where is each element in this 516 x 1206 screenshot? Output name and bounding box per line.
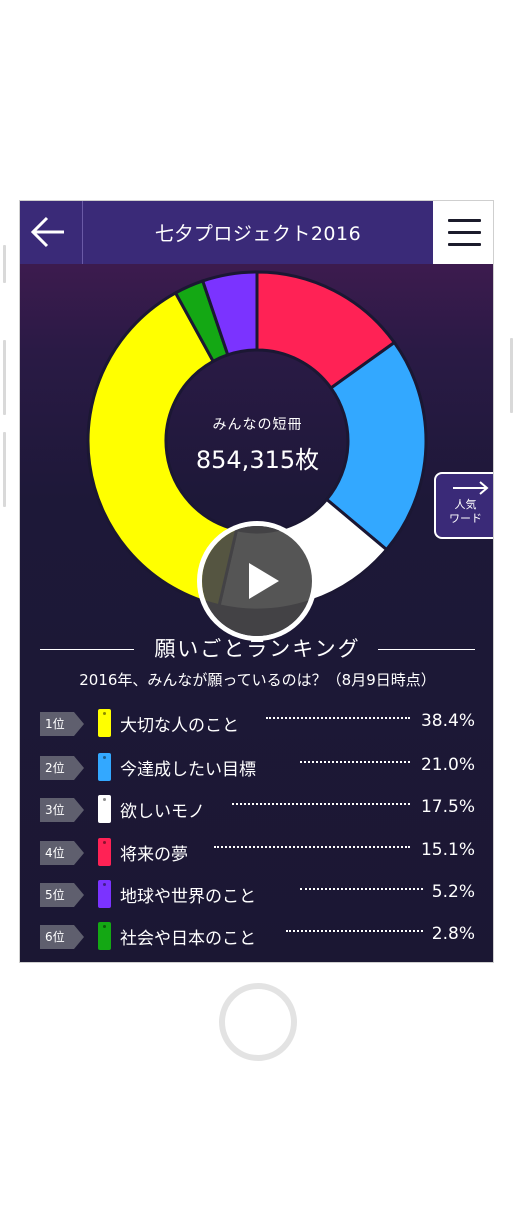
tanzaku-color-swatch xyxy=(98,709,111,737)
ranking-heading: 願いごとランキング xyxy=(20,633,493,665)
dotted-leader xyxy=(300,761,410,763)
rank-badge: 1位 xyxy=(40,712,84,736)
heading-divider-right xyxy=(378,649,475,650)
app-screen: 七夕プロジェクト2016 みんなの短冊 854,315枚 人気 ワード 願いごと… xyxy=(19,200,494,963)
rank-percentage: 15.1% xyxy=(420,840,475,860)
rank-percentage: 5.2% xyxy=(431,882,475,902)
rank-badge-shape xyxy=(40,712,84,736)
rank-percentage: 17.5% xyxy=(420,797,475,817)
ranking-row: 6位 社会や日本のこと 2.8% xyxy=(20,921,493,951)
rank-badge: 4位 xyxy=(40,841,84,865)
heading-divider-left xyxy=(40,649,134,650)
dotted-leader xyxy=(232,803,410,805)
rank-label: 地球や世界のこと xyxy=(120,887,256,907)
ranking-row: 4位 将来の夢 15.1% xyxy=(20,837,493,867)
device-side-button xyxy=(3,432,6,507)
rank-number: 1位 xyxy=(45,717,65,731)
dotted-leader xyxy=(266,717,410,719)
rank-badge-shape xyxy=(40,841,84,865)
rank-label: 将来の夢 xyxy=(120,845,188,865)
rank-badge-shape xyxy=(40,756,84,780)
ranking-title: 願いごとランキング xyxy=(154,637,361,661)
donut-slice xyxy=(86,290,239,608)
rank-badge: 5位 xyxy=(40,883,84,907)
hamburger-menu-icon xyxy=(448,219,481,222)
device-side-button xyxy=(3,245,6,283)
device-side-button xyxy=(3,340,6,415)
popular-words-line2: ワード xyxy=(449,512,482,525)
hamburger-menu-icon xyxy=(448,243,481,246)
rank-number: 4位 xyxy=(45,846,65,860)
rank-label: 今達成したい目標 xyxy=(120,760,256,780)
home-button-icon[interactable] xyxy=(219,983,297,1061)
dotted-leader xyxy=(300,888,423,890)
ranking-row: 2位 今達成したい目標 21.0% xyxy=(20,752,493,782)
tanzaku-color-swatch xyxy=(98,795,111,823)
ranking-row: 3位 欲しいモノ 17.5% xyxy=(20,794,493,824)
rank-percentage: 38.4% xyxy=(420,711,475,731)
tanzaku-color-swatch xyxy=(98,922,111,950)
rank-badge: 6位 xyxy=(40,925,84,949)
rank-percentage: 21.0% xyxy=(420,755,475,775)
app-header: 七夕プロジェクト2016 xyxy=(20,201,493,264)
hamburger-menu-icon xyxy=(448,231,481,234)
rank-badge: 3位 xyxy=(40,798,84,822)
donut-slice xyxy=(200,270,259,357)
dotted-leader xyxy=(214,846,410,848)
dotted-leader xyxy=(286,930,423,932)
tanzaku-color-swatch xyxy=(98,880,111,908)
rank-percentage: 2.8% xyxy=(431,924,475,944)
total-count: 854,315枚 xyxy=(195,446,320,474)
play-icon xyxy=(249,563,279,599)
page-title: 七夕プロジェクト2016 xyxy=(83,201,433,264)
rank-label: 大切な人のこと xyxy=(120,716,239,736)
rank-number: 3位 xyxy=(45,803,65,817)
tanzaku-color-swatch xyxy=(98,838,111,866)
total-label: みんなの短冊 xyxy=(212,417,303,433)
arrow-left-icon xyxy=(30,216,64,248)
rank-number: 2位 xyxy=(45,761,65,775)
play-video-button[interactable] xyxy=(202,526,312,636)
ranking-row: 5位 地球や世界のこと 5.2% xyxy=(20,879,493,909)
arrow-right-icon xyxy=(453,481,489,495)
rank-number: 6位 xyxy=(45,930,65,944)
ranking-subtitle: 2016年、みんなが願っているのは？（8月9日時点） xyxy=(79,671,436,689)
rank-badge-shape xyxy=(40,883,84,907)
popular-words-button[interactable]: 人気 ワード xyxy=(434,472,493,539)
ranking-row: 1位 大切な人のこと 38.4% xyxy=(20,708,493,738)
wish-chart: みんなの短冊 854,315枚 人気 ワード xyxy=(20,264,493,636)
popular-words-line1: 人気 xyxy=(454,498,477,511)
back-button[interactable] xyxy=(20,201,83,264)
device-side-button xyxy=(510,338,513,413)
rank-label: 欲しいモノ xyxy=(120,802,205,822)
hamburger-menu-button[interactable] xyxy=(433,201,493,264)
rank-badge-shape xyxy=(40,798,84,822)
popular-words-label: 人気 ワード xyxy=(436,498,493,526)
rank-badge-shape xyxy=(40,925,84,949)
rank-label: 社会や日本のこと xyxy=(120,929,256,949)
rank-badge: 2位 xyxy=(40,756,84,780)
donut-slice xyxy=(324,340,428,552)
donut-chart xyxy=(86,270,428,612)
tanzaku-color-swatch xyxy=(98,753,111,781)
rank-number: 5位 xyxy=(45,888,65,902)
